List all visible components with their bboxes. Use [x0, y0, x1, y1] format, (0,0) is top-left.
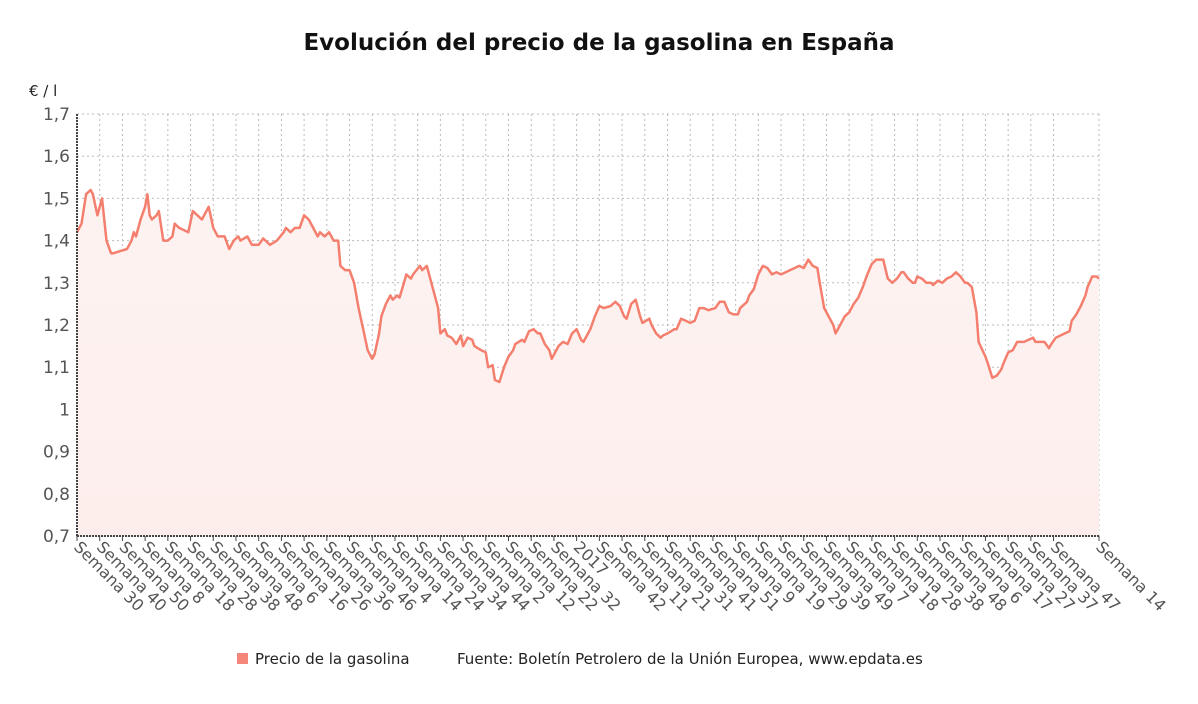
y-tick-label: 1,1	[43, 358, 70, 378]
y-tick-labels: 0,7 0,8 0,9 1 1,1 1,2 1,3 1,4 1,5 1,6 1,7	[43, 105, 70, 547]
chart-title: Evolución del precio de la gasolina en E…	[303, 30, 895, 56]
y-tick-label: 1,5	[43, 189, 70, 209]
y-tick-label: 0,9	[43, 443, 70, 463]
y-tick-label: 0,8	[43, 485, 70, 505]
axes	[76, 114, 1100, 541]
y-tick-label: 1	[59, 400, 70, 420]
y-axis-unit-label: € / l	[29, 82, 58, 100]
legend-swatch	[237, 653, 248, 664]
y-tick-label: 1,3	[43, 274, 70, 294]
source-note: Fuente: Boletín Petrolero de la Unión Eu…	[457, 650, 923, 668]
y-tick-label: 1,2	[43, 316, 70, 336]
y-tick-label: 1,7	[43, 105, 70, 125]
legend-label: Precio de la gasolina	[255, 650, 410, 668]
y-tick-label: 0,7	[43, 527, 70, 547]
y-tick-label: 1,4	[43, 232, 70, 252]
y-tick-label: 1,6	[43, 147, 70, 167]
series-line-precio-gasolina	[75, 188, 1100, 384]
series-area-fill	[77, 190, 1099, 536]
